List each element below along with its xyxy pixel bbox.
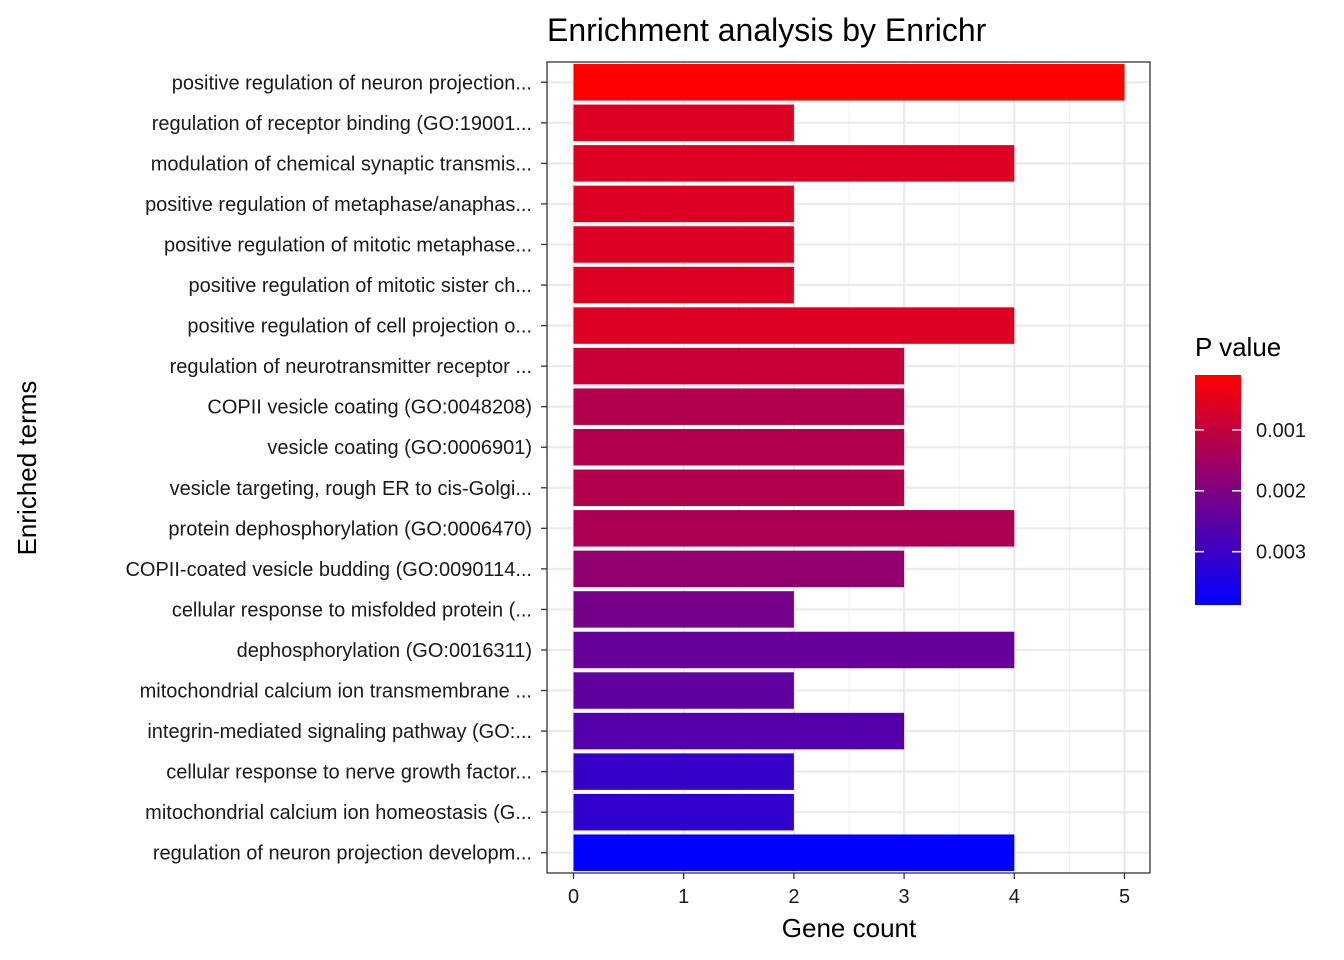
bar — [573, 753, 794, 790]
y-tick-labels: positive regulation of neuron projection… — [125, 72, 547, 865]
bar — [573, 226, 794, 263]
y-tick-label: protein dephosphorylation (GO:0006470) — [168, 518, 532, 540]
y-tick-label: positive regulation of mitotic sister ch… — [189, 275, 532, 297]
bar — [573, 388, 905, 425]
legend-tick-label: 0.002 — [1256, 481, 1306, 503]
bar — [573, 550, 905, 588]
y-tick-label: regulation of neuron projection developm… — [153, 843, 532, 865]
y-tick-label: positive regulation of metaphase/anaphas… — [145, 194, 532, 216]
y-tick-label: regulation of neurotransmitter receptor … — [170, 356, 532, 378]
x-tick-label: 0 — [568, 886, 579, 908]
bar — [573, 469, 905, 507]
x-tick-labels: 0 1 2 3 4 5 — [568, 873, 1130, 908]
x-tick-label: 4 — [1009, 886, 1020, 908]
chart-title: Enrichment analysis by Enrichr — [547, 12, 987, 48]
y-tick-label: integrin-mediated signaling pathway (GO:… — [147, 721, 532, 743]
bar — [573, 428, 905, 466]
bar — [573, 591, 794, 628]
x-tick-label: 1 — [678, 886, 689, 908]
bar — [573, 185, 794, 223]
legend-ticks: 0.001 0.002 0.003 — [1195, 420, 1306, 564]
bar — [573, 510, 1015, 547]
legend-tick-label: 0.001 — [1256, 420, 1306, 442]
y-tick-label: regulation of receptor binding (GO:19001… — [152, 113, 532, 135]
bar — [573, 631, 1015, 669]
bar — [573, 347, 905, 385]
x-axis-title: Gene count — [782, 913, 917, 943]
bar — [573, 64, 1125, 101]
y-tick-label: mitochondrial calcium ion homeostasis (G… — [145, 802, 532, 824]
bar — [573, 712, 905, 750]
x-tick-label: 5 — [1119, 886, 1130, 908]
y-tick-label: COPII vesicle coating (GO:0048208) — [207, 397, 532, 419]
y-tick-label: cellular response to misfolded protein (… — [172, 599, 532, 621]
y-tick-label: vesicle coating (GO:0006901) — [267, 437, 532, 459]
bar — [573, 145, 1015, 182]
bar — [573, 672, 794, 709]
bar — [573, 307, 1015, 344]
y-tick-label: positive regulation of mitotic metaphase… — [164, 234, 532, 256]
bar — [573, 834, 1015, 871]
bar — [573, 266, 794, 304]
y-axis-title: Enriched terms — [12, 381, 42, 556]
panel-border — [546, 61, 1151, 874]
y-tick-label: vesicle targeting, rough ER to cis-Golgi… — [170, 478, 532, 500]
y-tick-label: modulation of chemical synaptic transmis… — [151, 153, 532, 175]
x-tick-label: 3 — [899, 886, 910, 908]
bar — [573, 793, 794, 831]
bar — [573, 104, 794, 142]
x-tick-label: 2 — [788, 886, 799, 908]
y-tick-label: positive regulation of neuron projection… — [172, 72, 532, 94]
legend-tick-label: 0.003 — [1256, 542, 1306, 564]
y-tick-label: cellular response to nerve growth factor… — [166, 762, 532, 784]
y-tick-label: COPII-coated vesicle budding (GO:0090114… — [125, 559, 532, 581]
y-tick-label: positive regulation of cell projection o… — [187, 316, 532, 338]
y-tick-label: mitochondrial calcium ion transmembrane … — [140, 681, 532, 703]
y-tick-label: dephosphorylation (GO:0016311) — [237, 640, 532, 662]
bars — [573, 64, 1125, 871]
legend-title: P value — [1195, 332, 1281, 362]
